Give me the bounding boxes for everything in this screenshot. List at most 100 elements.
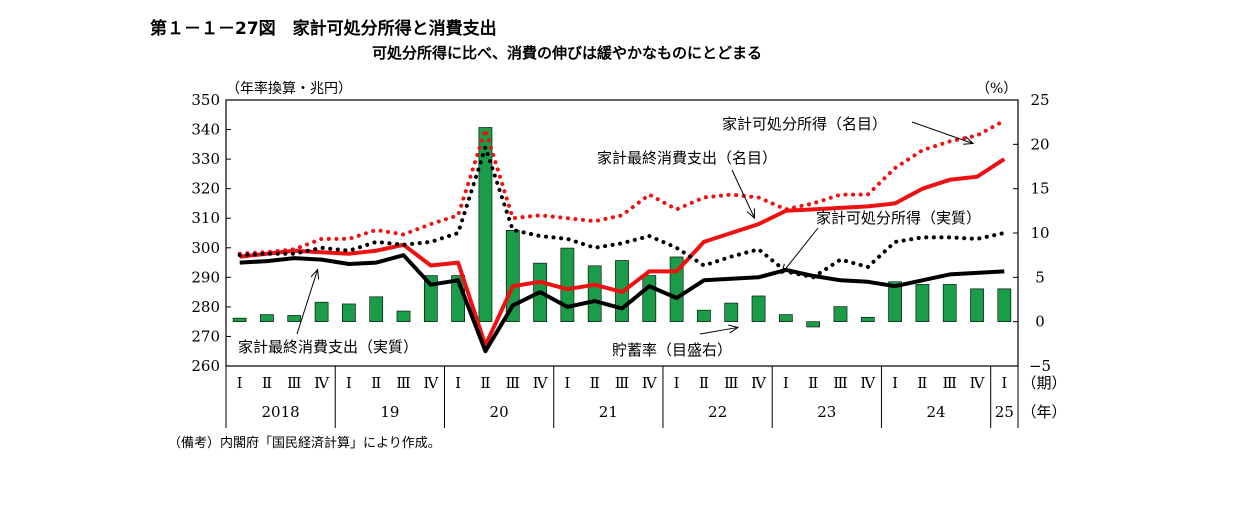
savings-rate-bar xyxy=(833,306,848,322)
savings-rate-bar xyxy=(287,315,302,322)
year-label: 19 xyxy=(380,403,399,421)
savings-rate-bar xyxy=(369,296,384,322)
annotation-arrow xyxy=(699,326,738,335)
quarter-label: Ⅱ xyxy=(808,374,818,392)
annotation-label: 家計最終消費支出（実質） xyxy=(238,338,418,356)
savings-rate-bar xyxy=(260,314,274,322)
quarter-label: Ⅲ xyxy=(287,374,301,392)
quarter-label: Ⅳ xyxy=(314,374,330,392)
annotation-label: 家計可処分所得（名目） xyxy=(722,115,887,133)
savings-rate-bar xyxy=(860,316,875,322)
quarter-label: Ⅳ xyxy=(533,374,549,392)
left-tick-label: 330 xyxy=(191,150,220,168)
right-tick-label: 10 xyxy=(1030,224,1049,242)
quarter-label: Ⅰ xyxy=(346,374,352,392)
quarter-label: Ⅳ xyxy=(751,374,767,392)
left-tick-label: 350 xyxy=(191,91,220,109)
savings-rate-bar xyxy=(396,310,411,322)
year-label: 23 xyxy=(817,403,836,421)
left-axis-label: （年率換算・兆円） xyxy=(226,80,352,97)
quarter-label: Ⅱ xyxy=(371,374,381,392)
nominal-disposable-income-line xyxy=(237,118,1007,256)
quarter-label: Ⅲ xyxy=(942,374,956,392)
savings-rate-bar xyxy=(587,265,602,322)
figure-title: 第１－１－27図 家計可処分所得と消費支出 xyxy=(150,19,497,39)
annotation-label: 家計可処分所得（実質） xyxy=(816,209,981,227)
savings-rate-bar xyxy=(478,127,493,322)
annotation-arrow xyxy=(781,227,819,274)
savings-rate-bar xyxy=(942,284,957,322)
real-disposable-income-line xyxy=(237,145,1007,280)
right-tick-label: −5 xyxy=(1029,357,1051,375)
annotation-arrowhead xyxy=(728,324,740,334)
line-layer xyxy=(237,118,1007,354)
left-tick-label: 270 xyxy=(191,327,220,345)
real-consumption-line xyxy=(239,253,1005,354)
axes-layer: 260 270 280 290 300 310 320 330 340 350 25 20 15 10 5 0… xyxy=(191,91,1051,375)
quarter-label: Ⅱ xyxy=(917,374,927,392)
savings-rate-bar xyxy=(642,275,657,322)
quarter-label: Ⅰ xyxy=(1001,374,1007,392)
quarter-label: Ⅳ xyxy=(642,374,658,392)
annotation-arrow xyxy=(911,121,974,144)
annotation-layer: 家計可処分所得（名目） 家計最終消費支出（名目） 家計可処分所得（実質） 家計最終消費… xyxy=(238,115,981,359)
savings-rate-bar xyxy=(888,281,902,322)
quarter-label: Ⅱ xyxy=(262,374,272,392)
right-tick-label: 15 xyxy=(1030,180,1049,198)
quarter-label: Ⅰ xyxy=(455,374,461,392)
year-label: 21 xyxy=(599,403,618,421)
left-tick-label: 280 xyxy=(191,298,220,316)
savings-rate-bar xyxy=(915,284,930,322)
quarter-label: Ⅰ xyxy=(237,374,243,392)
year-label: 2018 xyxy=(262,403,300,421)
savings-rate-bar xyxy=(724,302,739,322)
nominal-consumption-line xyxy=(239,157,1006,348)
year-unit-label: （年） xyxy=(1021,403,1066,421)
savings-rate-bar xyxy=(560,247,575,322)
savings-rate-bar xyxy=(697,309,711,322)
annotation-arrow xyxy=(296,269,319,335)
year-label: 22 xyxy=(708,403,727,421)
figure-subtitle: 可処分所得に比べ、消費の伸びは緩やかなものにとどまる xyxy=(372,44,763,62)
savings-rate-bar xyxy=(314,301,329,322)
right-axis-label: （%） xyxy=(976,81,1017,97)
savings-rate-bar xyxy=(806,321,821,328)
quarter-label: Ⅰ xyxy=(783,374,789,392)
quarter-label: Ⅱ xyxy=(590,374,600,392)
right-tick-label: 20 xyxy=(1030,135,1049,153)
year-label: 24 xyxy=(927,403,946,421)
period-unit-label: （期） xyxy=(1021,374,1066,392)
quarter-label: Ⅲ xyxy=(833,374,847,392)
savings-rate-bar xyxy=(505,230,520,322)
year-label: 20 xyxy=(490,403,509,421)
left-tick-label: 260 xyxy=(191,357,220,375)
annotation-arrowhead xyxy=(781,263,791,275)
right-tick-label: 5 xyxy=(1035,268,1045,286)
annotation-label: 貯蓄率（目盛右） xyxy=(612,341,732,359)
left-tick-label: 340 xyxy=(191,121,220,139)
quarter-label: Ⅱ xyxy=(480,374,490,392)
plot-frame xyxy=(225,99,1019,367)
savings-rate-bar xyxy=(970,288,984,322)
savings-rate-bar xyxy=(997,288,1012,322)
quarter-label: Ⅳ xyxy=(423,374,439,392)
left-tick-label: 310 xyxy=(191,209,220,227)
quarter-label: Ⅰ xyxy=(564,374,570,392)
quarter-label: Ⅳ xyxy=(860,374,876,392)
annotation-arrow xyxy=(731,169,756,219)
savings-rate-bar xyxy=(779,314,793,322)
annotation-label: 家計最終消費支出（名目） xyxy=(597,149,777,167)
year-label: 25 xyxy=(995,403,1014,421)
left-tick-label: 300 xyxy=(191,239,220,257)
savings-rate-bar xyxy=(232,317,247,322)
annotation-arrowhead xyxy=(746,208,756,220)
savings-rate-bar xyxy=(751,295,766,322)
quarter-label: Ⅲ xyxy=(396,374,410,392)
right-tick-label: 25 xyxy=(1030,91,1049,109)
left-tick-label: 290 xyxy=(191,268,220,286)
right-tick-label: 0 xyxy=(1035,313,1045,331)
annotation-arrowhead xyxy=(310,268,320,280)
quarter-label: Ⅲ xyxy=(506,374,520,392)
